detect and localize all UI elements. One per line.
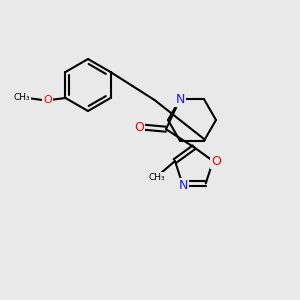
Text: CH₃: CH₃ [149, 172, 165, 182]
Text: N: N [175, 93, 185, 106]
Text: N: N [178, 179, 188, 192]
Text: CH₃: CH₃ [14, 94, 31, 103]
Text: O: O [134, 121, 144, 134]
Text: O: O [211, 154, 221, 167]
Text: O: O [43, 95, 52, 105]
